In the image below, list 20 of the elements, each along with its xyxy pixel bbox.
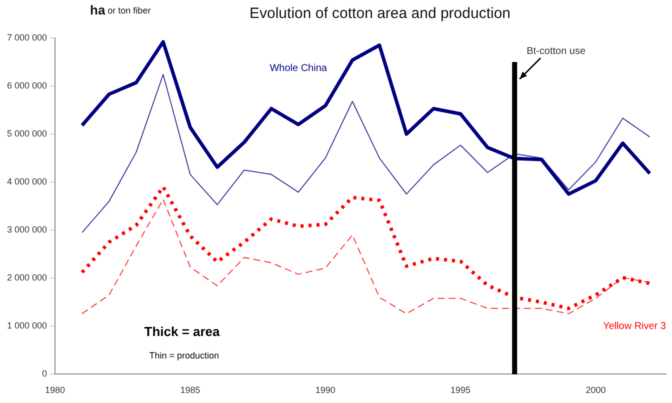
- x-tick-label: 1980: [45, 385, 66, 396]
- y-tick-label: 6 000 000: [6, 80, 48, 91]
- y-tick-label: 5 000 000: [6, 128, 48, 139]
- ref-line-label: Bt-cotton use: [526, 46, 586, 57]
- series-label: Whole China: [270, 62, 328, 74]
- y-tick-label: 1 000 000: [6, 320, 48, 331]
- y-tick-label: 0: [42, 368, 48, 379]
- annotation: Thin = production: [149, 350, 220, 361]
- x-tick-label: 1995: [450, 385, 471, 396]
- text: Yellow River 3: [603, 320, 666, 332]
- x-tick-label: 1990: [315, 385, 336, 396]
- y-tick-label: 4 000 000: [6, 176, 48, 187]
- y-tick-label: 7 000 000: [6, 32, 48, 42]
- x-tick-label: 1985: [180, 385, 200, 396]
- annotation: Thick = area: [144, 324, 221, 339]
- y-tick-label: 3 000 000: [6, 224, 48, 235]
- y-tick-label: 2 000 000: [6, 272, 48, 283]
- chart-title: Evolution of cotton area and production: [249, 5, 511, 22]
- x-tick-label: 2000: [586, 385, 606, 396]
- y-axis-title: ha or ton fiber: [90, 2, 151, 18]
